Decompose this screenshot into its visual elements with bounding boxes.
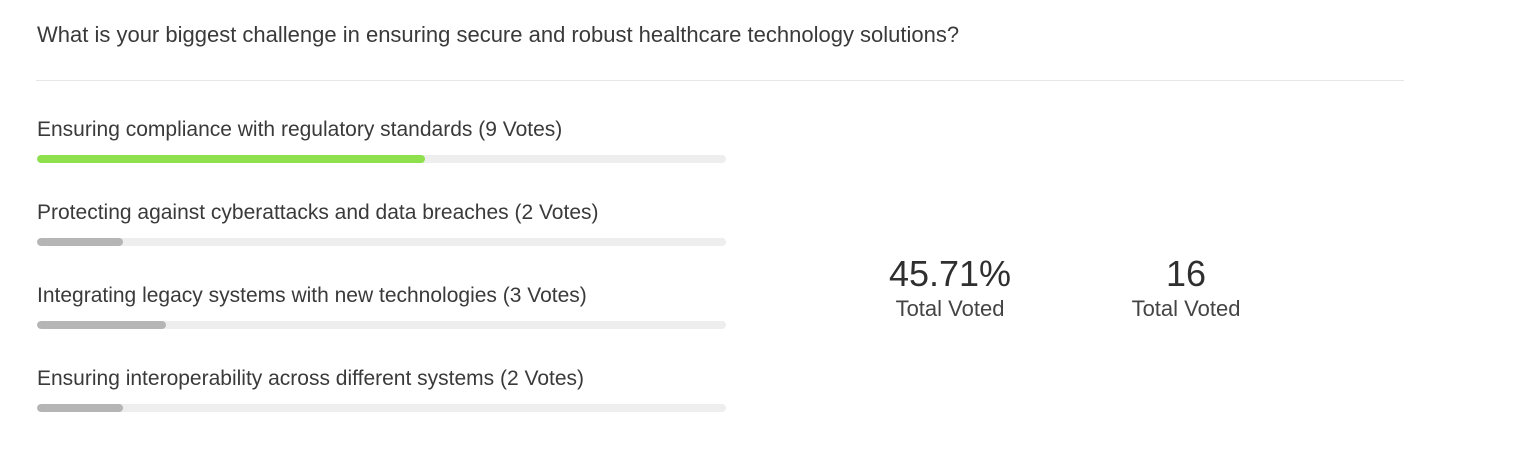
- percent-voted-value: 45.71%: [888, 253, 1012, 294]
- vote-bar-track: [37, 238, 726, 246]
- poll-option-label: Integrating legacy systems with new tech…: [37, 284, 587, 307]
- poll-option-label: Ensuring interoperability across differe…: [37, 367, 585, 390]
- poll-option[interactable]: Protecting against cyberattacks and data…: [37, 199, 727, 246]
- vote-bar-track: [37, 404, 726, 412]
- percent-voted-stat: 45.71% Total Voted: [850, 254, 1050, 322]
- vote-bar-fill: [37, 404, 124, 412]
- total-voted-label: Total Voted: [1131, 296, 1241, 321]
- poll-option[interactable]: Ensuring interoperability across differe…: [37, 365, 727, 412]
- total-voted-stat: 16 Total Voted: [1086, 254, 1286, 322]
- vote-bar-fill: [37, 238, 124, 246]
- total-voted-value: 16: [1165, 253, 1207, 294]
- poll-option-label: Ensuring compliance with regulatory stan…: [37, 118, 563, 141]
- vote-bar-fill: [37, 321, 167, 329]
- percent-voted-label: Total Voted: [895, 296, 1005, 321]
- vote-bar-fill: [37, 155, 425, 163]
- poll-option[interactable]: Ensuring compliance with regulatory stan…: [37, 116, 727, 163]
- poll-option[interactable]: Integrating legacy systems with new tech…: [37, 282, 727, 329]
- divider: [36, 80, 1404, 81]
- vote-bar-track: [37, 155, 726, 163]
- poll-question: What is your biggest challenge in ensuri…: [37, 22, 960, 47]
- poll-option-label: Protecting against cyberattacks and data…: [37, 201, 599, 224]
- vote-bar-track: [37, 321, 726, 329]
